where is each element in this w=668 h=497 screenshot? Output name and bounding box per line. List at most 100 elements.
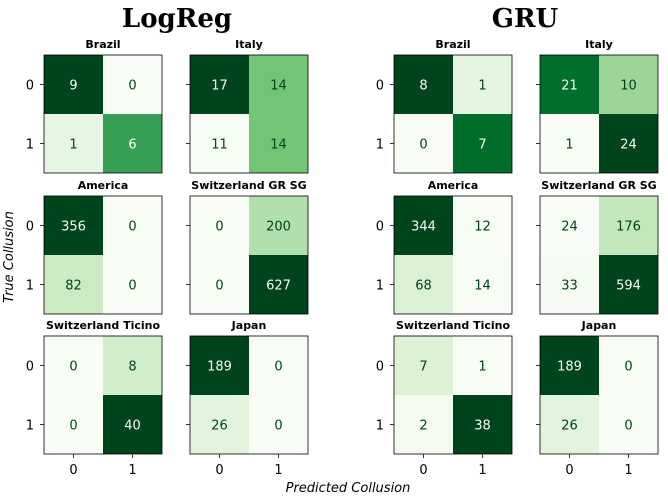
heatmap-cell [394,196,453,255]
y-tick-label: 0 [26,360,34,375]
cell-value-label: 0 [128,279,136,294]
cell-value-label: 1 [565,138,573,153]
x-tick-label: 0 [69,463,77,478]
heatmap-cell [103,55,162,114]
y-tick-label: 1 [26,419,34,434]
panel-title: America [78,179,129,192]
cell-value-label: 0 [274,360,282,375]
panel-0-1: Italy 17 14 11 14 [186,38,309,174]
panel-frame [393,54,513,174]
cell-value-label: 594 [616,279,641,294]
y-axis-label: True Collusion [2,211,17,303]
group-title-0: LogReg [122,4,232,34]
x-tick-label: 1 [274,463,282,478]
heatmap-cell [190,196,249,255]
panel-frame [539,195,659,315]
panel-frame [539,335,659,455]
heatmap-cell [44,336,103,395]
cell-value-label: 38 [474,419,491,434]
cell-value-label: 0 [274,419,282,434]
cell-value-label: 14 [270,79,287,94]
cell-value-label: 627 [266,279,291,294]
cell-value-label: 12 [474,220,491,235]
heatmap-cell [103,196,162,255]
panel-frame [393,195,513,315]
panel-title: Switzerland GR SG [191,179,306,192]
panel-frame [189,335,309,455]
cell-value-label: 26 [561,419,578,434]
heatmap-cell [103,336,162,395]
heatmap-cell [394,336,453,395]
heatmap-cell [540,395,599,454]
heatmap-cell [103,395,162,454]
cell-value-label: 14 [270,138,287,153]
panel-title: Italy [235,38,263,51]
heatmap-cell [453,114,512,173]
y-tick-label: 0 [376,360,384,375]
panel-1-2: America 344 12 68 14 0 1 [376,179,513,315]
panel-title: Switzerland Ticino [396,319,511,332]
cell-value-label: 0 [624,360,632,375]
panel-1-1: Italy 21 10 1 24 [536,38,659,174]
heatmap-cell [44,196,103,255]
cell-value-label: 0 [624,419,632,434]
cell-value-label: 6 [128,138,136,153]
heatmap-cell [540,255,599,314]
heatmap-cell [540,114,599,173]
panel-frame [43,54,163,174]
cell-value-label: 8 [419,79,427,94]
cell-value-label: 0 [69,419,77,434]
heatmap-cell [453,336,512,395]
panel-title: Switzerland GR SG [541,179,656,192]
cell-value-label: 200 [266,220,291,235]
cell-value-label: 0 [215,279,223,294]
heatmap-cell [599,395,658,454]
y-tick-label: 1 [376,279,384,294]
cell-value-label: 189 [557,360,582,375]
cell-value-label: 24 [620,138,637,153]
heatmap-cell [44,55,103,114]
y-tick-label: 0 [26,220,34,235]
panel-1-3: Switzerland GR SG 24 176 33 594 [536,179,659,315]
heatmap-cell [599,255,658,314]
panel-1-0: Brazil 8 1 0 7 0 1 [376,38,513,174]
x-axis-label: Predicted Collusion [286,481,411,496]
heatmap-cell [44,395,103,454]
panel-title: Japan [581,319,617,332]
heatmap-cell [249,196,308,255]
cell-value-label: 7 [419,360,427,375]
heatmap-cell [453,255,512,314]
panel-frame [189,54,309,174]
panel-title: Italy [585,38,613,51]
heatmap-cell [599,114,658,173]
heatmap-cell [103,255,162,314]
heatmap-cell [190,114,249,173]
cell-value-label: 26 [211,419,228,434]
panel-title: Brazil [435,38,470,51]
heatmap-cell [44,114,103,173]
panel-0-2: America 356 0 82 0 0 1 [26,179,163,315]
panel-frame [43,195,163,315]
y-tick-label: 0 [26,79,34,94]
cell-value-label: 344 [411,220,436,235]
panel-title: America [428,179,479,192]
cell-value-label: 24 [561,220,578,235]
panel-1-5: Japan 189 0 26 0 0 1 [536,319,659,478]
heatmap-cell [249,114,308,173]
heatmap-cell [44,255,103,314]
panel-title: Brazil [85,38,120,51]
cell-value-label: 176 [616,220,641,235]
cell-value-label: 7 [478,138,486,153]
heatmap-cell [453,196,512,255]
heatmap-cell [599,196,658,255]
cell-value-label: 0 [215,220,223,235]
y-tick-label: 1 [376,138,384,153]
y-tick-label: 1 [26,138,34,153]
heatmap-cell [190,395,249,454]
y-tick-label: 0 [376,220,384,235]
heatmap-cell [540,55,599,114]
panel-0-5: Japan 189 0 26 0 0 1 [186,319,309,478]
cell-value-label: 17 [211,79,228,94]
